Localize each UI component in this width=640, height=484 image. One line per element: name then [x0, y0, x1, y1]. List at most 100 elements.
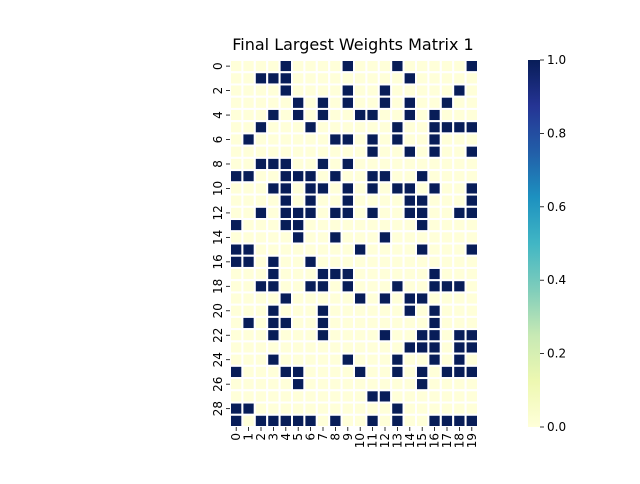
- heatmap-cell: [291, 107, 306, 123]
- heatmap-cell: [278, 230, 294, 245]
- heatmap-cell: [365, 193, 380, 208]
- heatmap-cell: [278, 218, 294, 233]
- heatmap-cell: [353, 169, 368, 184]
- heatmap-cell: [402, 401, 418, 416]
- heatmap-cell: [377, 254, 393, 269]
- heatmap-cell: [377, 218, 393, 233]
- heatmap-cell: [377, 328, 393, 343]
- y-tick-label: 6: [211, 136, 225, 144]
- heatmap-cells: [229, 59, 480, 428]
- heatmap-cell: [464, 181, 480, 196]
- x-tick-label: 6: [304, 433, 318, 441]
- heatmap-cell: [291, 156, 306, 172]
- heatmap-cell: [291, 169, 306, 184]
- heatmap-cell: [340, 279, 356, 294]
- heatmap-cell: [340, 254, 356, 269]
- heatmap-cell: [229, 254, 244, 269]
- heatmap-cell: [452, 59, 467, 74]
- heatmap-cell: [402, 377, 418, 392]
- heatmap-cell: [353, 266, 368, 282]
- heatmap-cell: [439, 266, 455, 282]
- heatmap-cell: [253, 303, 269, 318]
- heatmap-cell: [390, 205, 405, 221]
- heatmap-cell: [353, 71, 368, 86]
- heatmap-cell: [365, 230, 380, 245]
- heatmap-cell: [291, 59, 306, 74]
- heatmap-cell: [315, 218, 331, 233]
- heatmap-cell: [427, 169, 442, 184]
- heatmap-cell: [402, 266, 418, 282]
- heatmap-cell: [464, 266, 480, 282]
- heatmap-cell: [328, 364, 343, 380]
- heatmap-cell: [452, 291, 467, 306]
- heatmap-cell: [415, 377, 430, 392]
- heatmap-cell: [241, 59, 256, 74]
- heatmap-cell: [328, 132, 343, 147]
- heatmap-cell: [452, 144, 467, 159]
- heatmap-cell: [266, 352, 281, 367]
- heatmap-cell: [278, 181, 294, 196]
- heatmap-cell: [377, 291, 393, 306]
- heatmap-cell: [464, 291, 480, 306]
- heatmap-cell: [328, 266, 343, 282]
- heatmap-cell: [439, 107, 455, 123]
- heatmap-cell: [365, 181, 380, 196]
- heatmap-cell: [291, 120, 306, 135]
- x-tick-label: 0: [229, 433, 243, 441]
- heatmap-cell: [253, 71, 269, 86]
- heatmap-cell: [439, 303, 455, 318]
- heatmap-cell: [241, 120, 256, 135]
- heatmap-cell: [402, 83, 418, 98]
- y-tick-label: 28: [211, 401, 225, 416]
- heatmap-cell: [253, 132, 269, 147]
- heatmap-cell: [365, 71, 380, 86]
- heatmap-cell: [328, 95, 343, 110]
- heatmap-cell: [303, 132, 318, 147]
- heatmap-cell: [464, 364, 480, 380]
- heatmap-cell: [415, 328, 430, 343]
- heatmap-cell: [377, 389, 393, 404]
- heatmap-cell: [303, 205, 318, 221]
- heatmap-cell: [241, 303, 256, 318]
- heatmap-cell: [229, 315, 244, 331]
- heatmap-cell: [415, 169, 430, 184]
- heatmap-cell: [303, 193, 318, 208]
- heatmap-cell: [415, 107, 430, 123]
- heatmap-cell: [291, 218, 306, 233]
- heatmap-cell: [353, 193, 368, 208]
- heatmap-cell: [452, 364, 467, 380]
- heatmap-cell: [315, 279, 331, 294]
- heatmap-cell: [365, 205, 380, 221]
- heatmap-cell: [303, 279, 318, 294]
- heatmap-cell: [402, 95, 418, 110]
- heatmap-cell: [315, 364, 331, 380]
- colorbar-tick-label: 0.0: [547, 420, 566, 434]
- heatmap-cell: [390, 120, 405, 135]
- heatmap-cell: [229, 71, 244, 86]
- x-tick-label: 5: [291, 433, 305, 441]
- heatmap-cell: [427, 266, 442, 282]
- heatmap-cell: [315, 303, 331, 318]
- heatmap-cell: [266, 144, 281, 159]
- heatmap-cell: [241, 266, 256, 282]
- heatmap-cell: [427, 389, 442, 404]
- heatmap-cell: [365, 83, 380, 98]
- heatmap-cell: [427, 144, 442, 159]
- heatmap-cell: [464, 279, 480, 294]
- heatmap-cell: [241, 144, 256, 159]
- heatmap-cell: [303, 71, 318, 86]
- heatmap-cell: [439, 242, 455, 257]
- heatmap-cell: [439, 59, 455, 74]
- heatmap-cell: [253, 389, 269, 404]
- heatmap-cell: [229, 401, 244, 416]
- heatmap-cell: [377, 193, 393, 208]
- heatmap-cell: [390, 83, 405, 98]
- heatmap-cell: [229, 266, 244, 282]
- heatmap-cell: [439, 377, 455, 392]
- heatmap-cell: [464, 389, 480, 404]
- heatmap-cell: [390, 107, 405, 123]
- heatmap-cell: [353, 83, 368, 98]
- heatmap-cell: [390, 413, 405, 428]
- heatmap-cell: [427, 364, 442, 380]
- y-tick-label: 18: [211, 279, 225, 294]
